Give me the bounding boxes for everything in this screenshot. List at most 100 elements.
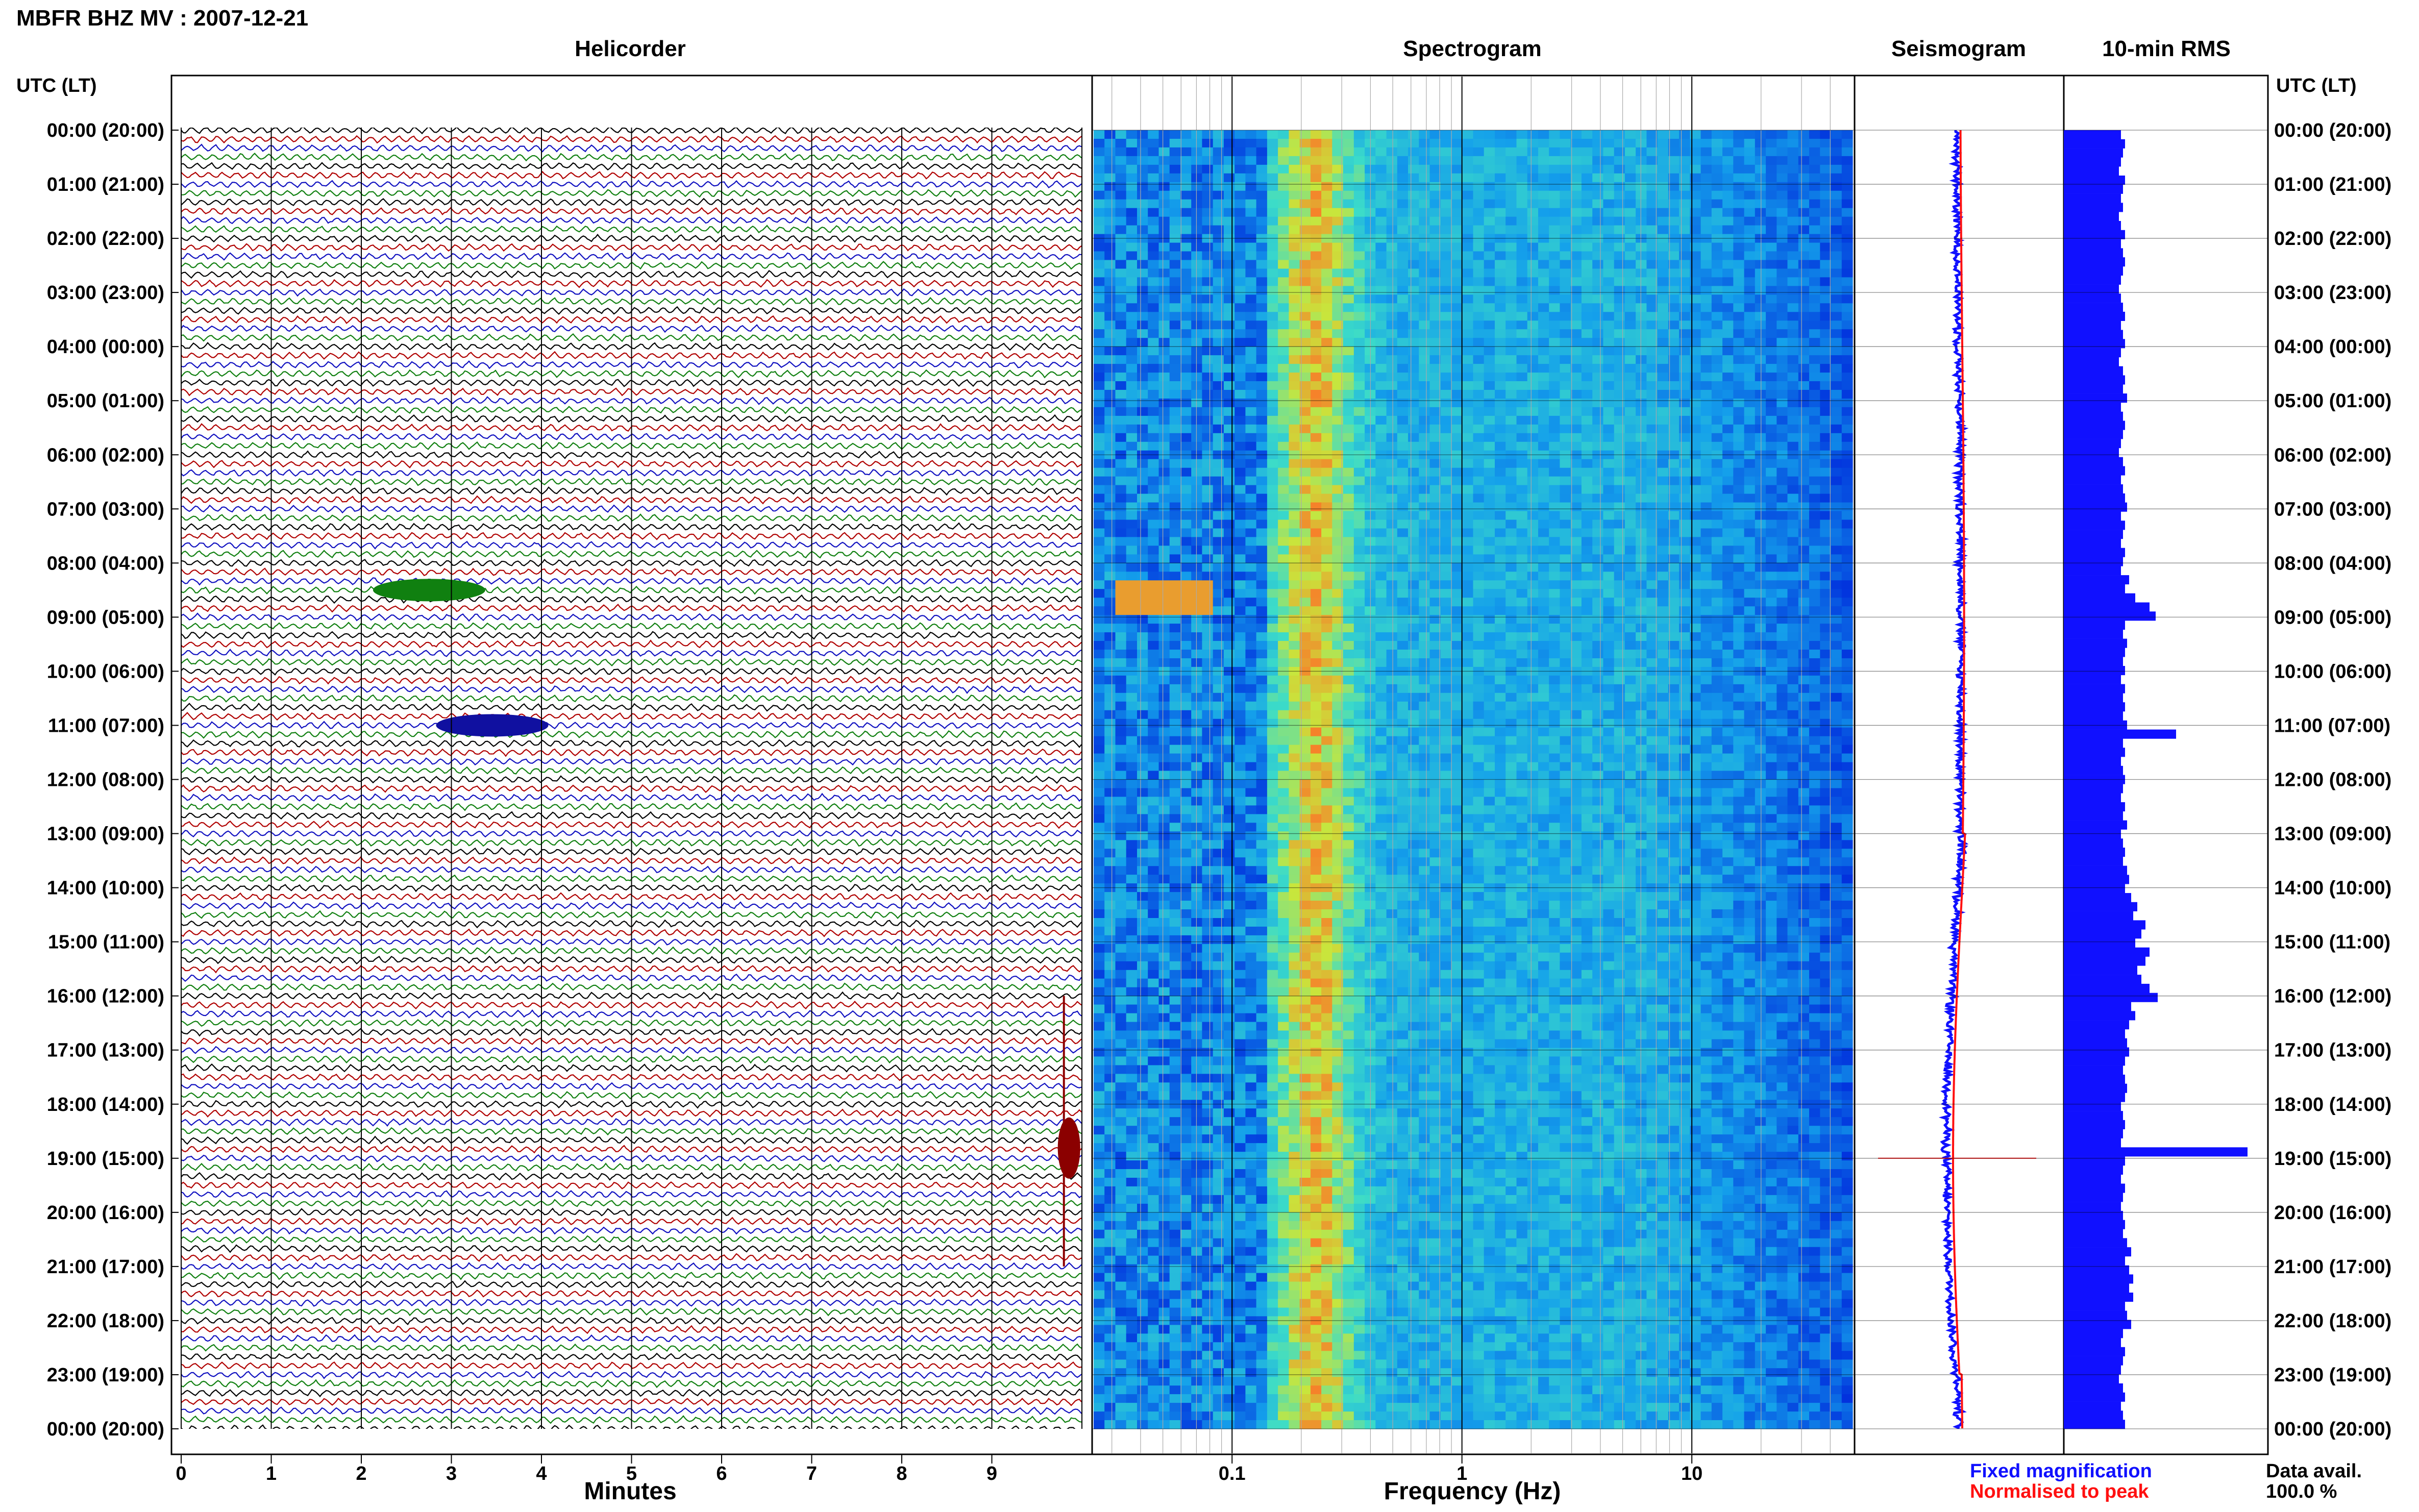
spectrogram-cell — [1148, 624, 1159, 633]
spectrogram-cell — [1235, 745, 1246, 754]
spectrogram-cell — [1126, 857, 1138, 866]
spectrogram-cell — [1137, 294, 1148, 304]
spectrogram-cell — [1094, 1160, 1105, 1170]
spectrogram-cell — [1332, 1307, 1344, 1317]
spectrogram-cell — [1310, 312, 1322, 321]
spectrogram-cell — [1343, 1385, 1354, 1395]
spectrogram-cell — [1310, 1195, 1322, 1204]
spectrogram-cell — [1419, 312, 1430, 321]
spectrogram-cell — [1213, 190, 1224, 200]
spectrogram-cell — [1213, 1273, 1224, 1282]
spectrogram-cell — [1180, 407, 1192, 416]
spectrogram-cell — [1343, 840, 1354, 849]
spectrogram-cell — [1094, 173, 1105, 183]
spectrogram-cell — [1104, 1394, 1116, 1403]
spectrogram-cell — [1180, 718, 1192, 728]
spectrogram-cell — [1321, 866, 1332, 875]
spectrogram-cell — [1278, 528, 1289, 538]
spectrogram-cell — [1235, 294, 1246, 304]
spectrogram-cell — [1375, 606, 1387, 615]
spectrogram-cell — [1332, 1065, 1344, 1074]
spectrogram-cell — [1375, 1420, 1387, 1429]
spectrogram-cell — [1094, 658, 1105, 667]
spectrogram-cell — [1213, 1134, 1224, 1144]
spectrogram-cell — [1397, 407, 1409, 416]
spectrogram-cell — [1115, 502, 1127, 512]
spectrogram-cell — [1408, 944, 1419, 953]
spectrogram-cell — [1278, 926, 1289, 936]
spectrogram-cell — [1289, 537, 1300, 546]
spectrogram-cell — [1148, 182, 1159, 191]
spectrogram-cell — [1148, 857, 1159, 866]
spectrogram-cell — [1180, 580, 1192, 589]
spectrogram-cell — [1397, 944, 1409, 953]
spectrogram-cell — [1353, 1411, 1365, 1421]
spectrogram-cell — [1202, 753, 1214, 763]
spectrogram-cell — [1094, 727, 1105, 737]
spectrogram-cell — [1169, 779, 1181, 789]
spectrogram-cell — [1223, 831, 1235, 840]
spectrogram-cell — [1191, 1394, 1202, 1403]
spectrogram-cell — [1267, 701, 1278, 711]
spectrogram-cell — [1386, 1030, 1398, 1040]
spectrogram-cell — [1235, 935, 1246, 945]
spectrogram-cell — [1223, 130, 1235, 139]
spectrogram-cell — [1094, 1004, 1105, 1014]
spectrogram-cell — [1332, 952, 1344, 962]
spectrogram-cell — [1245, 1281, 1257, 1291]
spectrogram-cell — [1299, 294, 1311, 304]
spectrogram-cell — [1158, 320, 1170, 330]
spectrogram-cell — [1310, 355, 1322, 364]
spectrogram-cell — [1332, 1013, 1344, 1023]
spectrogram-cell — [1375, 961, 1387, 971]
spectrogram-cell — [1267, 1013, 1278, 1023]
spectrogram-cell — [1408, 225, 1419, 235]
spectrogram-cell — [1223, 1074, 1235, 1083]
spectrogram-cell — [1419, 182, 1430, 191]
spectrogram-cell — [1148, 745, 1159, 754]
spectrogram-cell — [1419, 199, 1430, 209]
spectrogram-cell — [1343, 1394, 1354, 1403]
spectrogram-cell — [1419, 866, 1430, 875]
spectrogram-cell — [1321, 182, 1332, 191]
spectrogram-cell — [1375, 658, 1387, 667]
spectrogram-cell — [1299, 511, 1311, 520]
spectrogram-cell — [1310, 303, 1322, 312]
spectrogram-cell — [1191, 797, 1202, 806]
spectrogram-cell — [1202, 467, 1214, 477]
spectrogram-cell — [1256, 346, 1268, 356]
spectrogram-cell — [1332, 692, 1344, 702]
spectrogram-cell — [1094, 1048, 1105, 1057]
spectrogram-cell — [1104, 1316, 1116, 1325]
spectrogram-cell — [1180, 1160, 1192, 1170]
spectrogram-cell — [1386, 572, 1398, 581]
spectrogram-cell — [1191, 684, 1202, 693]
spectrogram-cell — [1256, 1143, 1268, 1152]
spectrogram-cell — [1299, 1048, 1311, 1057]
spectrogram-cell — [1256, 467, 1268, 477]
spectrogram-cell — [1353, 1281, 1365, 1291]
spectrogram-cell — [1343, 762, 1354, 772]
spectrogram-cell — [1202, 346, 1214, 356]
spectrogram-cell — [1148, 866, 1159, 875]
spectrogram-cell — [1223, 857, 1235, 866]
spectrogram-cell — [1104, 926, 1116, 936]
spectrogram-cell — [1094, 745, 1105, 754]
spectrogram-cell — [1321, 615, 1332, 624]
spectrogram-cell — [1213, 1117, 1224, 1126]
spectrogram-cell — [1104, 407, 1116, 416]
spectrogram-cell — [1440, 199, 1452, 209]
spectrogram-cell — [1321, 459, 1332, 468]
spectrogram-cell — [1235, 970, 1246, 979]
spectrogram-cell — [1115, 632, 1127, 641]
spectrogram-cell — [1126, 242, 1138, 252]
spectrogram-cell — [1202, 441, 1214, 451]
spectrogram-cell — [1375, 147, 1387, 157]
spectrogram-cell — [1386, 1186, 1398, 1196]
spectrogram-cell — [1299, 1264, 1311, 1274]
spectrogram-cell — [1148, 883, 1159, 893]
spectrogram-cell — [1256, 831, 1268, 840]
spectrogram-cell — [1180, 572, 1192, 581]
spectrogram-cell — [1289, 407, 1300, 416]
spectrogram-cell — [1256, 1178, 1268, 1187]
